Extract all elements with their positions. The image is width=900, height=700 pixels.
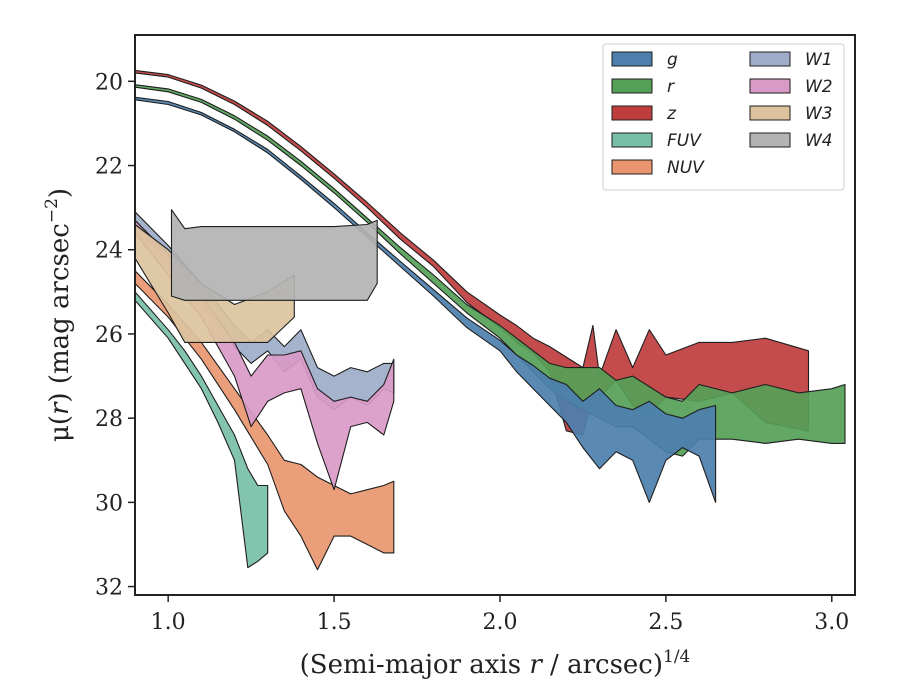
band-g — [135, 96, 717, 503]
x-axis-label-tail: / arcsec) — [542, 650, 663, 680]
y-axis-label: μ(r) (mag arcsec−2) — [42, 188, 75, 442]
y-axis-label-var: r — [45, 401, 75, 415]
legend-swatch-w1 — [749, 51, 791, 67]
legend-swatch-w2 — [749, 78, 791, 94]
legend-swatch-z — [611, 105, 653, 121]
band-fuv — [135, 291, 269, 569]
legend-swatch-g — [611, 51, 653, 67]
y-tick-label: 24 — [95, 239, 123, 264]
ticks-layer: 1.0 1.5 2.0 2.5 3.0 20 22 24 26 28 30 32 — [95, 70, 849, 635]
x-tick-label: 1.0 — [151, 610, 186, 635]
x-tick-label: 1.5 — [317, 610, 352, 635]
legend-swatch-w4 — [749, 132, 791, 148]
legend-label-w4: W4 — [805, 131, 833, 151]
y-tick-label: 28 — [95, 407, 123, 432]
y-tick-label: 22 — [95, 155, 123, 180]
y-tick-label: 32 — [95, 576, 123, 601]
y-tick-label: 30 — [95, 491, 123, 516]
band-r — [135, 84, 846, 457]
x-axis-label-main: (Semi-major axis — [300, 650, 530, 680]
legend-items: grz FUV NUV W1 W2 W3 W4 — [611, 50, 833, 178]
band-nuv — [135, 270, 395, 571]
legend-label-g: g — [667, 50, 678, 70]
legend-label-nuv: NUV — [667, 158, 705, 178]
legend-label-w2: W2 — [805, 77, 833, 97]
x-tick-label: 2.5 — [648, 610, 683, 635]
band-w2 — [135, 219, 395, 491]
x-axis-label: (Semi-major axis r / arcsec)1/4 — [300, 647, 691, 680]
legend-label-fuv: FUV — [667, 131, 702, 151]
y-axis-label-close: ) — [45, 188, 75, 198]
legend: grz FUV NUV W1 W2 W3 W4 — [602, 43, 845, 191]
y-tick-label: 20 — [95, 70, 123, 95]
legend-swatch-fuv — [611, 132, 653, 148]
bands-layer — [135, 69, 846, 571]
y-tick-label: 26 — [95, 323, 123, 348]
y-axis-label-main: μ( — [45, 415, 75, 442]
x-axis-label-exp: 1/4 — [663, 647, 690, 667]
legend-swatch-r — [611, 78, 653, 94]
legend-label-z: z — [666, 104, 677, 124]
legend-swatch-nuv — [611, 159, 653, 175]
y-axis-label-exp: −2 — [42, 198, 62, 223]
legend-swatch-w3 — [749, 105, 791, 121]
x-axis-label-var: r — [529, 650, 543, 680]
y-axis-label-tail: ) (mag arcsec — [45, 223, 75, 402]
legend-label-w3: W3 — [805, 104, 833, 124]
legend-label-w1: W1 — [805, 50, 833, 70]
x-tick-label: 2.0 — [482, 610, 517, 635]
legend-label-r: r — [667, 77, 675, 97]
plot-frame — [134, 34, 856, 596]
band-w4 — [170, 209, 378, 301]
x-tick-label: 3.0 — [814, 610, 849, 635]
